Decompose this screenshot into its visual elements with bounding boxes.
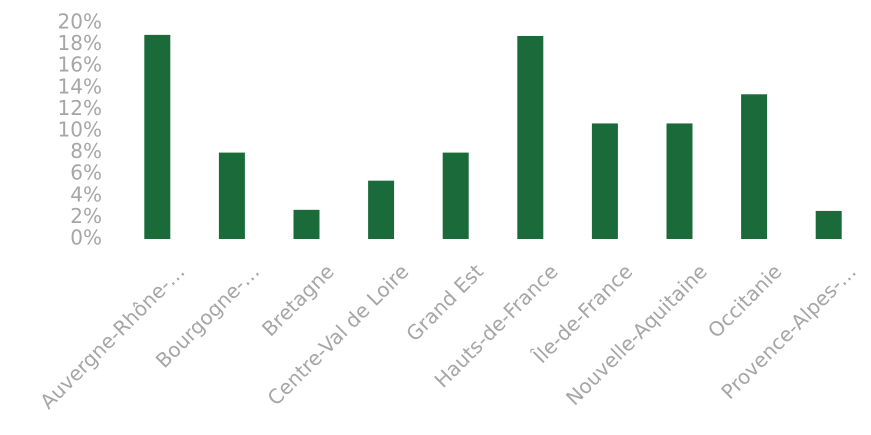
bar-2	[293, 209, 320, 239]
x-category-label: Hauts-de-France	[430, 259, 563, 392]
y-tick-label: 10%	[58, 118, 102, 142]
bar-1	[218, 152, 245, 239]
bar-4	[442, 152, 469, 239]
bar-0	[144, 34, 171, 239]
x-category-label: Provence-Alpes-…	[716, 259, 861, 404]
x-category-label: Centre-Val de Loire	[263, 259, 414, 410]
x-category-label: Nouvelle-Aquitaine	[561, 259, 712, 410]
y-tick-label: 0%	[70, 226, 102, 250]
y-tick-label: 18%	[58, 31, 102, 55]
bar-8	[741, 94, 768, 239]
y-tick-label: 2%	[70, 204, 102, 228]
bar-7	[666, 123, 693, 239]
y-tick-label: 14%	[58, 74, 102, 98]
y-tick-label: 12%	[58, 96, 102, 120]
y-tick-label: 6%	[70, 161, 102, 185]
bar-3	[368, 180, 395, 239]
bar-9	[815, 210, 842, 239]
x-category-label: Auvergne-Rhône-…	[35, 259, 189, 413]
y-tick-label: 4%	[70, 182, 102, 206]
bar-6	[591, 123, 618, 239]
x-axis-labels: Auvergne-Rhône-…Bourgogne-…BretagneCentr…	[35, 259, 861, 413]
y-tick-label: 20%	[58, 10, 102, 34]
y-tick-label: 8%	[70, 139, 102, 163]
bars	[144, 34, 842, 240]
bar-5	[517, 35, 544, 240]
y-tick-label: 16%	[58, 53, 102, 77]
y-axis-ticks: 0%2%4%6%8%10%12%14%16%18%20%	[58, 10, 102, 250]
